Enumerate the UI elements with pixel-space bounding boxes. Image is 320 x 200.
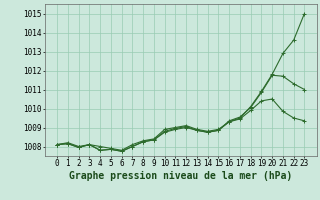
X-axis label: Graphe pression niveau de la mer (hPa): Graphe pression niveau de la mer (hPa): [69, 171, 292, 181]
